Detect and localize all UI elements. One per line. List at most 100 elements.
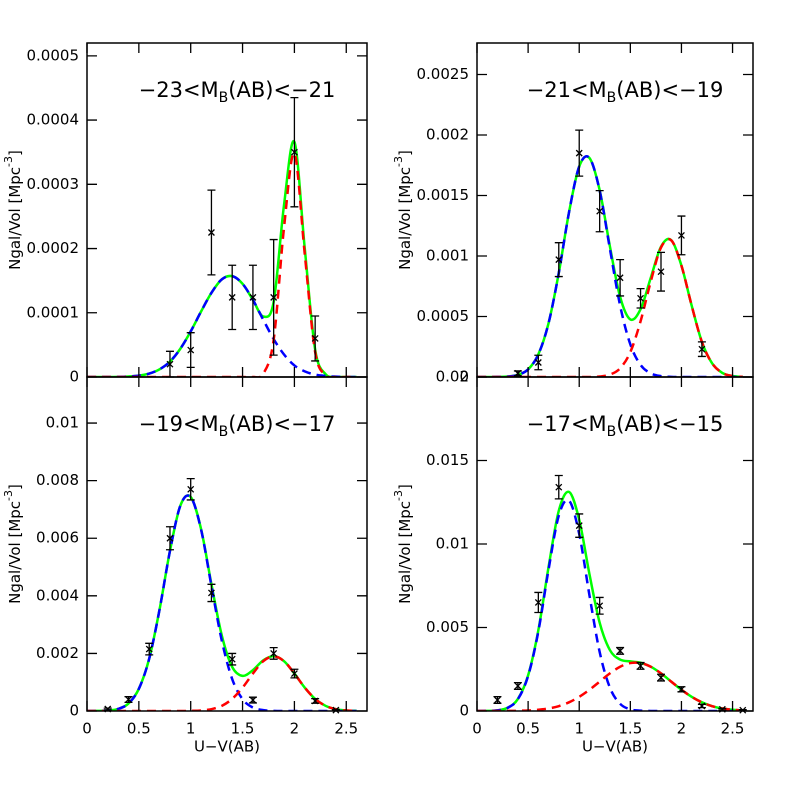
y-label-superscript: -3 bbox=[392, 156, 405, 167]
data-point bbox=[534, 359, 542, 366]
data-point bbox=[207, 589, 215, 597]
x-tick-label: 2 bbox=[677, 720, 687, 738]
data-point bbox=[514, 369, 522, 377]
y-axis-label: Ngal/Vol [Mpc-3] bbox=[392, 484, 414, 604]
data-point bbox=[228, 655, 236, 663]
y-tick-label: 0.0002 bbox=[27, 239, 80, 257]
title-text: −17<M bbox=[527, 412, 607, 436]
data-point bbox=[228, 293, 236, 301]
panel: 0 0.0001 0.0002 0.0003 0.0004 0.0005 −23<MB(AB… bbox=[2, 42, 368, 386]
x-tick-label: 2.5 bbox=[721, 720, 745, 738]
title-text: (AB)<−19 bbox=[616, 78, 723, 102]
title-text: (AB)<−15 bbox=[616, 412, 723, 436]
data-point bbox=[534, 598, 542, 606]
x-tick-label: 0 bbox=[472, 720, 482, 738]
fit-curve bbox=[87, 274, 357, 377]
y-label-superscript: -3 bbox=[2, 490, 15, 501]
y-axis-label: Ngal/Vol [Mpc-3] bbox=[392, 150, 414, 270]
y-tick-label: 0.01 bbox=[436, 535, 469, 553]
y-tick-label: 0.01 bbox=[46, 414, 79, 432]
data-point bbox=[166, 360, 174, 368]
fit-curve bbox=[477, 490, 743, 711]
panel-title: −17<MB(AB)<−15 bbox=[527, 412, 724, 440]
title-text: −23<M bbox=[139, 78, 219, 102]
title-text: (AB)<−21 bbox=[228, 78, 335, 102]
fit-curve bbox=[477, 498, 743, 711]
title-subscript: B bbox=[219, 424, 229, 440]
panel-title: −21<MB(AB)<−19 bbox=[527, 78, 724, 106]
data-point bbox=[657, 268, 665, 276]
x-axis-label: U−V(AB) bbox=[194, 738, 260, 756]
y-label-text: ] bbox=[396, 484, 414, 490]
y-tick-label: 0.0004 bbox=[27, 111, 80, 129]
y-tick-label: 0.001 bbox=[426, 246, 469, 264]
data-point bbox=[677, 231, 685, 239]
fit-curve bbox=[87, 140, 357, 377]
y-tick-label: 0.005 bbox=[426, 618, 469, 636]
x-tick-label: 2.5 bbox=[334, 720, 358, 738]
data-point bbox=[555, 256, 563, 264]
y-tick-label: 0 bbox=[69, 702, 79, 720]
data-point bbox=[575, 149, 583, 157]
data-point bbox=[207, 229, 215, 236]
data-point bbox=[270, 293, 278, 301]
y-tick-label: 0 bbox=[459, 368, 469, 386]
data-point bbox=[270, 649, 278, 657]
y-tick-label: 0 bbox=[459, 702, 469, 720]
title-subscript: B bbox=[607, 90, 617, 106]
data-point bbox=[514, 682, 522, 690]
y-axis-label: Ngal/Vol [Mpc-3] bbox=[2, 484, 24, 604]
y-tick-label: 0.0001 bbox=[27, 303, 80, 321]
data-point bbox=[125, 696, 132, 703]
data-point bbox=[616, 647, 624, 655]
fit-curve bbox=[87, 152, 357, 377]
x-tick-label: 1.5 bbox=[618, 720, 642, 738]
x-tick-label: 2 bbox=[290, 720, 300, 738]
data-point bbox=[166, 534, 174, 542]
y-label-text: ] bbox=[6, 484, 24, 490]
x-tick-label: 1.5 bbox=[231, 720, 255, 738]
title-subscript: B bbox=[607, 424, 617, 440]
y-tick-label: 0.015 bbox=[426, 451, 469, 469]
y-axis-label: Ngal/Vol [Mpc-3] bbox=[2, 150, 24, 270]
data-point bbox=[596, 602, 604, 610]
fit-curve bbox=[477, 155, 743, 377]
title-text: −21<M bbox=[527, 78, 607, 102]
data-point bbox=[145, 645, 153, 653]
y-tick-label: 0.0025 bbox=[417, 65, 470, 83]
panel: 0 0.0005 0.001 0.0015 0.002 0.0025 −21<MB(AB)<… bbox=[392, 42, 754, 386]
y-tick-label: 0.0015 bbox=[417, 186, 470, 204]
x-tick-label: 1 bbox=[186, 720, 196, 738]
data-point bbox=[657, 674, 665, 682]
y-tick-label: 0.002 bbox=[426, 125, 469, 143]
y-label-text: ] bbox=[396, 150, 414, 156]
data-point bbox=[698, 345, 706, 353]
y-label-text: ] bbox=[6, 150, 24, 156]
plot-frame bbox=[86, 376, 368, 712]
x-tick-label: 1 bbox=[574, 720, 584, 738]
x-tick-label: 0.5 bbox=[127, 720, 151, 738]
data-point bbox=[249, 293, 257, 301]
y-label-text: Ngal/Vol [Mpc bbox=[396, 167, 414, 270]
data-point bbox=[739, 706, 747, 714]
title-subscript: B bbox=[219, 90, 229, 106]
y-tick-label: 0 bbox=[69, 368, 79, 386]
data-point bbox=[698, 702, 706, 710]
data-point bbox=[637, 294, 645, 302]
x-axis-label: U−V(AB) bbox=[582, 738, 648, 756]
y-label-text: Ngal/Vol [Mpc bbox=[6, 501, 24, 604]
panel-title: −23<MB(AB)<−21 bbox=[139, 78, 336, 106]
y-tick-label: 0.0003 bbox=[27, 175, 80, 193]
title-text: −19<M bbox=[139, 412, 219, 436]
data-point bbox=[290, 670, 298, 678]
x-tick-label: 0 bbox=[82, 720, 92, 738]
panel-title: −19<MB(AB)<−17 bbox=[139, 412, 336, 440]
fit-curve bbox=[87, 494, 357, 711]
data-point bbox=[637, 662, 645, 670]
panel: 0 0.002 0.004 0.006 0.008 0.01 0 0.5 1 1.5 2 2.5 U−V… bbox=[2, 376, 368, 756]
data-point bbox=[575, 522, 583, 530]
y-label-superscript: -3 bbox=[2, 156, 15, 167]
data-point bbox=[311, 697, 319, 705]
